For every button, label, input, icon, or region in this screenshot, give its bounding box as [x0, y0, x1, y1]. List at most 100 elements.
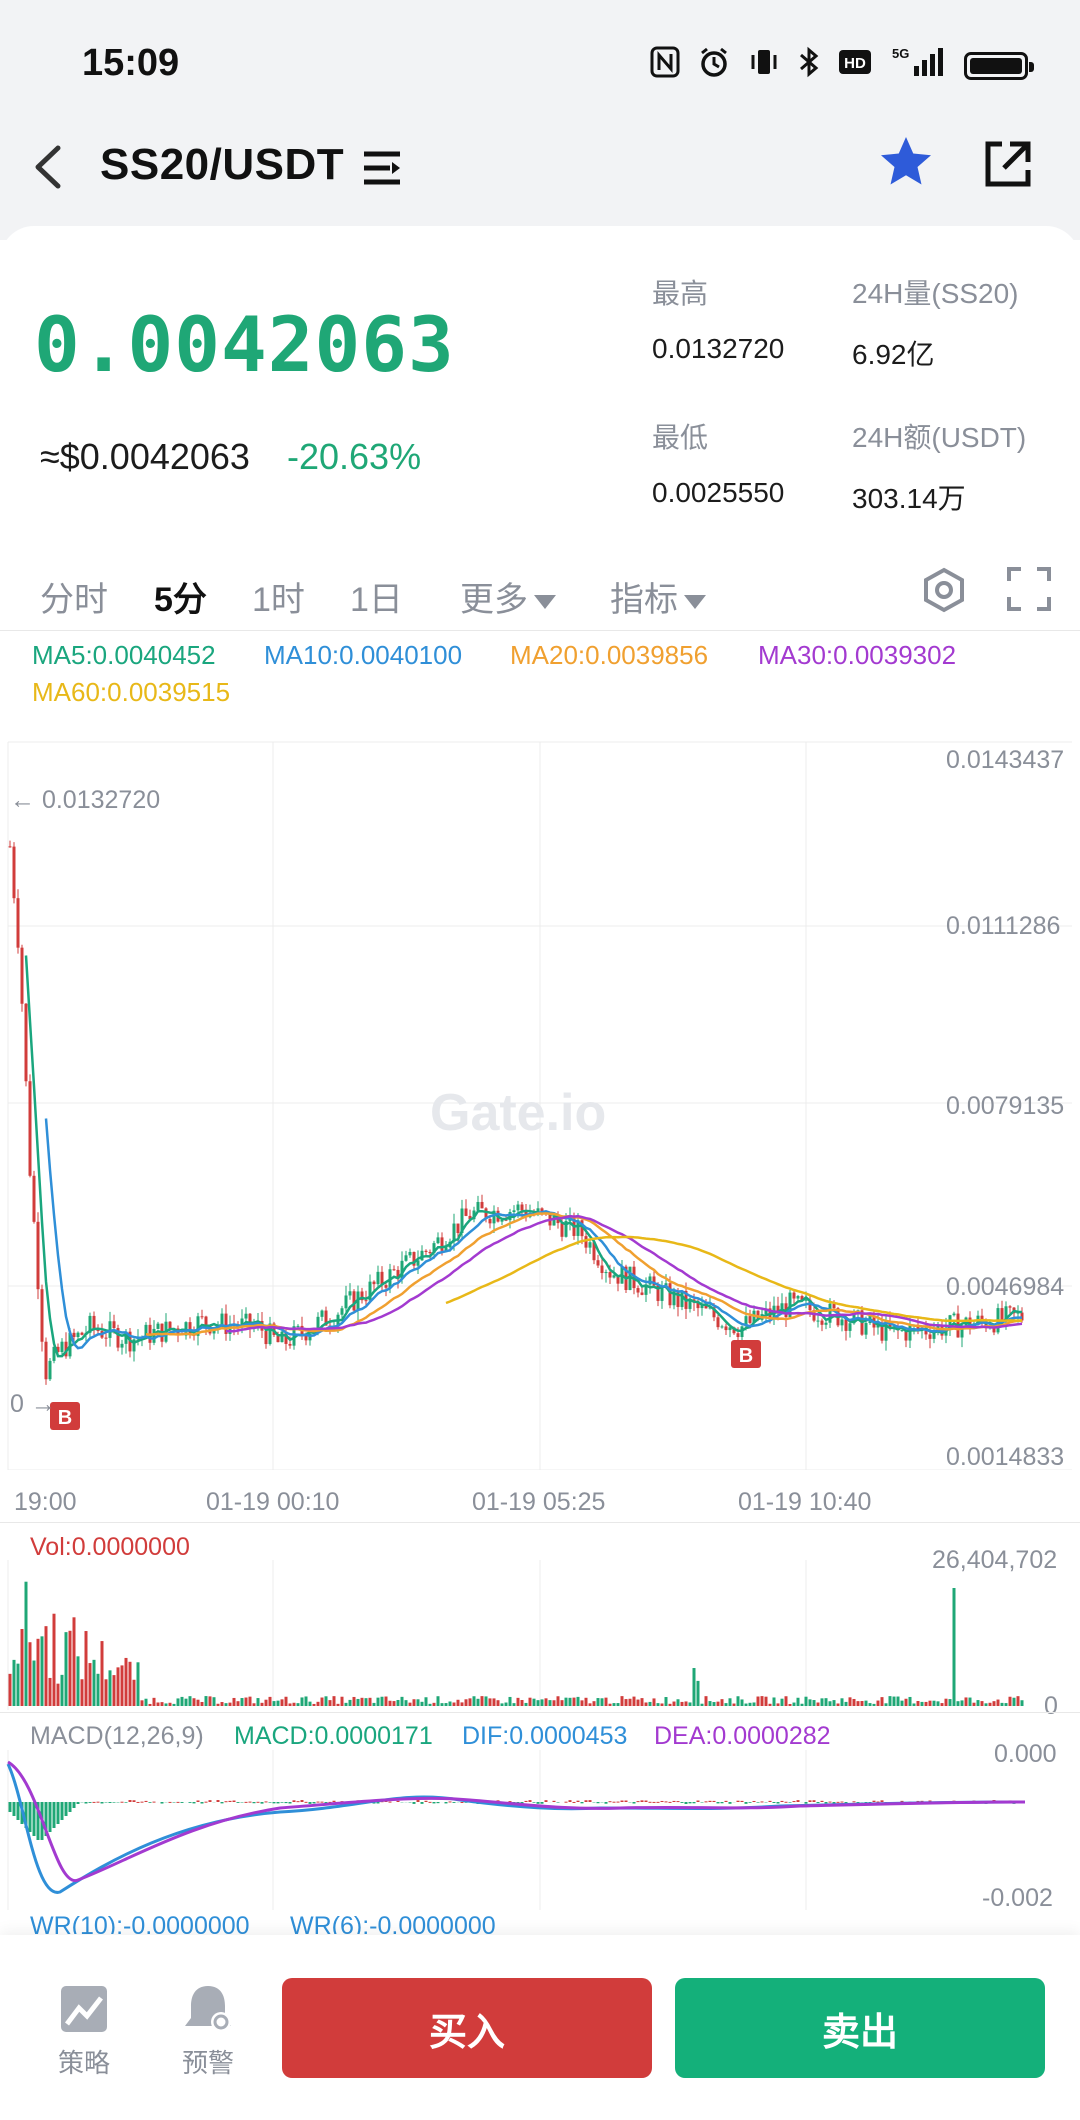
candle-body [584, 1236, 588, 1248]
volume-bar [324, 1696, 328, 1706]
candle-body [92, 1315, 96, 1329]
candle-body [464, 1208, 468, 1216]
volume-bar [464, 1699, 468, 1706]
volume-bar [568, 1697, 572, 1706]
ma60-label: MA60:0.0039515 [32, 677, 231, 707]
back-button[interactable] [30, 140, 66, 205]
volume-chart [7, 1560, 1024, 1710]
tab-5min[interactable]: 5分 [154, 581, 207, 619]
candle-body [612, 1275, 616, 1278]
volume-bar [752, 1702, 756, 1706]
tab-1d[interactable]: 1日 [350, 581, 403, 619]
volume-bar [628, 1698, 632, 1706]
high-label: 最高 [652, 278, 709, 309]
hd-icon: HD [838, 48, 872, 84]
macd-bar [680, 1802, 684, 1803]
macd-bar [204, 1801, 208, 1803]
volume-bar [780, 1698, 784, 1706]
macd-bar [108, 1802, 112, 1803]
ma60-line [445, 1235, 1023, 1323]
strategy-button[interactable]: 策略 [44, 1982, 124, 2080]
candle-body [484, 1208, 488, 1219]
volume-bar [140, 1700, 144, 1706]
tab-timeshare[interactable]: 分时 [40, 581, 108, 619]
macd-name: MACD(12,26,9) [30, 1722, 204, 1750]
volume-bar [544, 1698, 548, 1706]
volume-bar [300, 1697, 304, 1706]
volume-bar [352, 1696, 356, 1706]
macd-bar [572, 1801, 576, 1803]
macd-bar [928, 1800, 932, 1802]
macd-bar [712, 1800, 716, 1802]
candle-body [400, 1260, 404, 1280]
buy-marker-icon[interactable]: B [50, 1402, 80, 1430]
candle-body [564, 1220, 568, 1237]
volume-bar [232, 1697, 236, 1706]
share-icon[interactable] [980, 136, 1036, 197]
candle-body [112, 1321, 116, 1329]
volume-bar [48, 1677, 52, 1706]
candle-body [16, 898, 20, 948]
candle-body [592, 1242, 596, 1261]
volume-bar [96, 1673, 100, 1706]
tab-indicators-label: 指标 [610, 581, 678, 619]
macd-bar [588, 1800, 592, 1802]
macd-bar [752, 1800, 756, 1802]
status-bar [0, 0, 1080, 130]
volume-bar [340, 1696, 344, 1706]
buy-marker-icon[interactable]: B [731, 1340, 761, 1368]
volume-bar [192, 1698, 196, 1706]
buy-button[interactable]: 买入 [282, 1978, 652, 2078]
wr10-label: WR(10):-0.0000000 [30, 1912, 250, 1934]
volume-bar [716, 1701, 720, 1706]
volume-bar [616, 1703, 620, 1706]
macd-bar [48, 1802, 52, 1832]
volume-bar [640, 1698, 644, 1706]
candle-body [916, 1325, 920, 1330]
volume-bar [892, 1696, 896, 1706]
tab-1h[interactable]: 1时 [252, 581, 305, 619]
sell-button[interactable]: 卖出 [675, 1978, 1045, 2078]
macd-bar [788, 1802, 792, 1803]
volume-bar [964, 1697, 968, 1706]
alert-button[interactable]: 预警 [168, 1982, 248, 2080]
macd-bar [188, 1802, 192, 1803]
candle-body [316, 1316, 320, 1330]
price-card [0, 226, 1080, 556]
volume-bar [468, 1698, 472, 1706]
macd-bar [328, 1801, 332, 1803]
macd-bar [36, 1802, 40, 1840]
candle-body [424, 1250, 428, 1252]
macd-bar [808, 1800, 812, 1802]
macd-chart [6, 1750, 1026, 1910]
macd-bar [260, 1802, 264, 1804]
macd-bar [416, 1800, 420, 1802]
volume-min: 0 [1044, 1692, 1058, 1720]
low-label: 最低 [652, 422, 709, 453]
candle-body [960, 1325, 964, 1338]
volume-bar [376, 1697, 380, 1706]
candle-body [844, 1319, 848, 1331]
tab-more[interactable]: 更多 [460, 572, 556, 621]
pair-menu-icon[interactable] [362, 148, 402, 193]
candle-body [152, 1328, 156, 1343]
tab-indicators[interactable]: 指标 [610, 572, 706, 621]
volume-bar [356, 1698, 360, 1706]
fullscreen-icon[interactable] [1006, 566, 1052, 617]
strategy-label: 策略 [57, 2048, 110, 2078]
favorite-star-icon[interactable] [876, 132, 936, 207]
candle-body [340, 1308, 344, 1315]
volume-bar [72, 1617, 76, 1706]
macd-bar [816, 1802, 820, 1804]
candle-body [284, 1331, 288, 1344]
grid [7, 741, 1072, 1470]
volume-bar [1000, 1702, 1004, 1706]
volume-bar [984, 1703, 988, 1706]
macd-bar [428, 1801, 432, 1803]
settings-hexagon-icon[interactable] [920, 566, 968, 619]
pair-title[interactable]: SS20/USDT [100, 140, 345, 189]
candle-body [900, 1330, 904, 1332]
candle-body [616, 1275, 620, 1284]
candlestick-chart[interactable]: Gate.io B B [0, 740, 1080, 1470]
volume-bar [12, 1659, 16, 1706]
